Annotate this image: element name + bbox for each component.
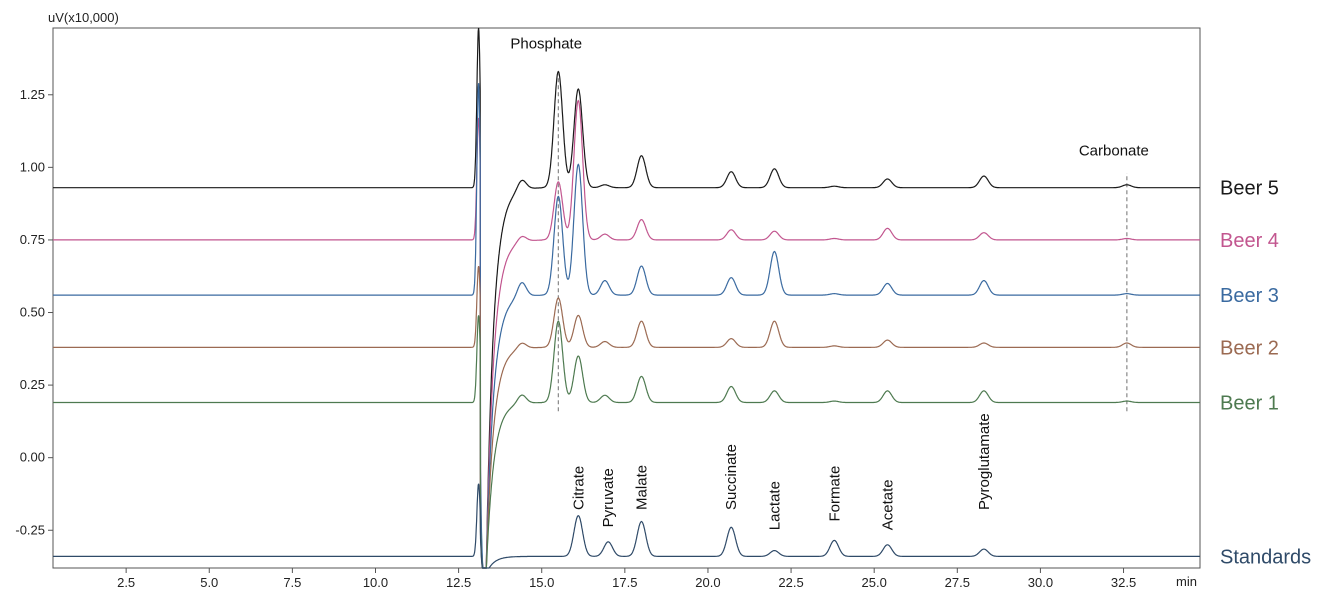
x-tick-label: 27.5 — [945, 575, 970, 590]
y-tick-label: 1.25 — [20, 87, 45, 102]
plot-frame — [52, 27, 1201, 569]
series-traces — [53, 27, 1200, 569]
x-tick-label: 12.5 — [446, 575, 471, 590]
y-tick-label: 0.00 — [20, 450, 45, 465]
x-tick-label: 30.0 — [1028, 575, 1053, 590]
peak-label-succinate: Succinate — [723, 444, 740, 510]
x-tick-label: 32.5 — [1111, 575, 1136, 590]
x-tick-label: 2.5 — [117, 575, 135, 590]
legend: Beer 5 Beer 4 Beer 3 Beer 2 Beer 1 Standards — [1220, 178, 1311, 569]
marker-lines — [557, 74, 1128, 412]
x-tick-label: 20.0 — [695, 575, 720, 590]
series-label-beer-2: Beer 2 — [1220, 337, 1279, 359]
trace-beer-1 — [53, 315, 1200, 569]
y-tick-label: 0.75 — [20, 232, 45, 247]
x-tick-label: 25.0 — [862, 575, 887, 590]
peak-label-lactate: Lactate — [766, 481, 783, 530]
peak-label-carbonate: Carbonate — [1079, 143, 1149, 160]
y-axis: -0.25 0.00 0.25 0.50 0.75 1.00 1.25 — [15, 87, 53, 537]
peak-label-formate: Formate — [826, 466, 843, 522]
x-tick-label: 7.5 — [283, 575, 301, 590]
y-axis-title: uV(x10,000) — [48, 10, 119, 25]
x-tick-label: 22.5 — [778, 575, 803, 590]
peak-label-pyroglutamate: Pyroglutamate — [976, 413, 993, 510]
peak-label-phosphate: Phosphate — [510, 35, 582, 52]
y-tick-label: 1.00 — [20, 159, 45, 174]
series-label-beer-5: Beer 5 — [1220, 178, 1279, 200]
series-label-beer-3: Beer 3 — [1220, 285, 1279, 307]
x-axis-unit-label: min — [1176, 574, 1197, 589]
y-tick-label: 0.25 — [20, 377, 45, 392]
trace-standards — [53, 483, 1200, 569]
trace-beer-5 — [53, 27, 1200, 569]
x-tick-label: 5.0 — [200, 575, 218, 590]
peak-label-acetate: Acetate — [879, 479, 896, 530]
peak-labels: Phosphate Carbonate Citrate Pyruvate Malate S… — [510, 35, 1149, 530]
x-tick-label: 15.0 — [529, 575, 554, 590]
trace-beer-4 — [53, 99, 1200, 569]
plot-border — [52, 27, 1201, 569]
x-tick-label: 17.5 — [612, 575, 637, 590]
series-label-beer-1: Beer 1 — [1220, 393, 1279, 415]
y-tick-label: -0.25 — [15, 522, 45, 537]
trace-beer-3 — [53, 83, 1200, 569]
peak-label-malate: Malate — [633, 465, 650, 510]
x-tick-label: 10.0 — [363, 575, 388, 590]
peak-label-pyruvate: Pyruvate — [600, 468, 617, 527]
trace-beer-2 — [53, 265, 1200, 569]
peak-label-citrate: Citrate — [570, 466, 587, 510]
y-tick-label: 0.50 — [20, 305, 45, 320]
x-axis: 2.5 5.0 7.5 10.0 12.5 15.0 17.5 20.0 22.5 25.0 27.… — [117, 568, 1136, 590]
series-label-beer-4: Beer 4 — [1220, 230, 1279, 252]
series-label-standards: Standards — [1220, 546, 1311, 568]
